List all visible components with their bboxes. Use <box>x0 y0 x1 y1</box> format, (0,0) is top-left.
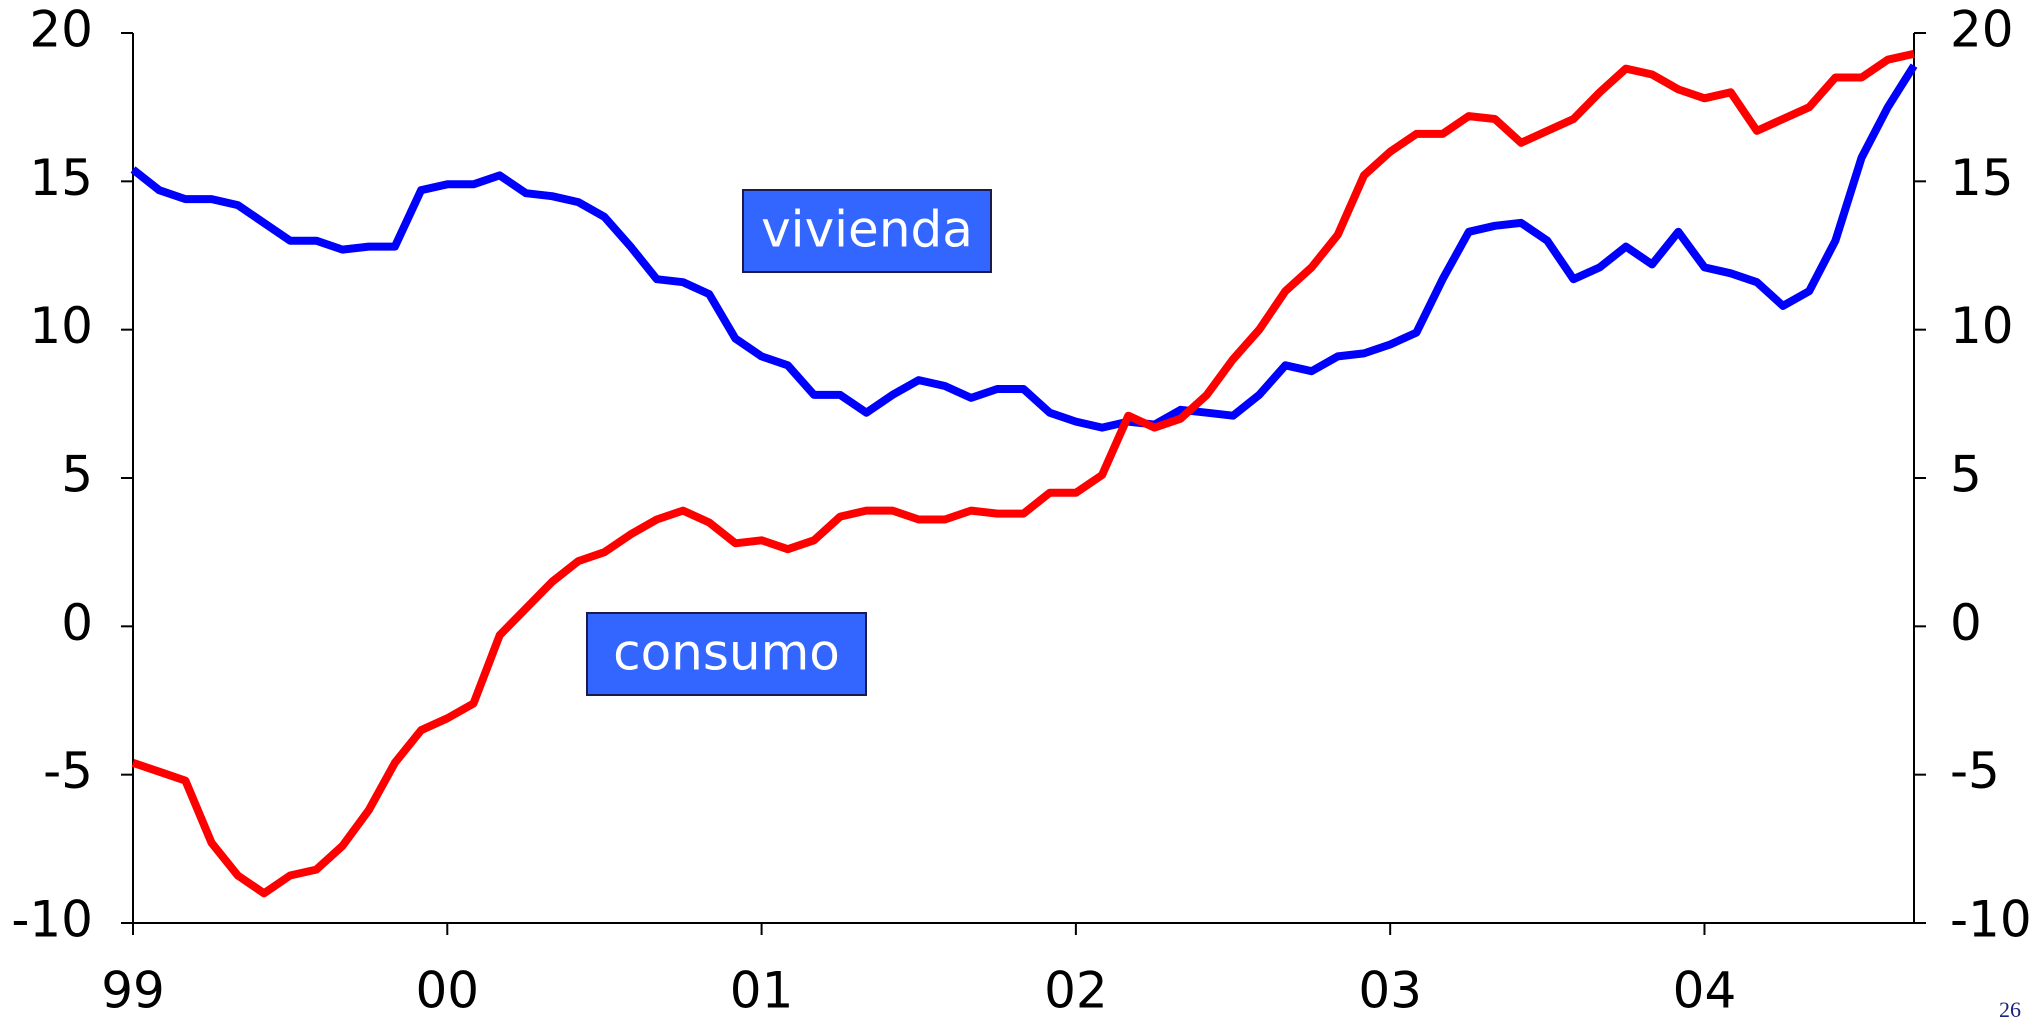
y2-tick-label: 15 <box>1950 149 2014 207</box>
series-label: vivienda <box>761 201 973 259</box>
x-tick-label: 01 <box>730 962 794 1020</box>
y2-tick-label: 20 <box>1950 1 2014 59</box>
y-tick-label: -5 <box>43 742 93 800</box>
series-label-box <box>586 612 867 696</box>
series-line <box>131 49 1915 898</box>
y-tick-label: 15 <box>29 149 93 207</box>
y-tick-label: 10 <box>29 297 93 355</box>
x-tick-label: 99 <box>101 962 165 1020</box>
x-tick-label: 02 <box>1044 962 1108 1020</box>
x-tick-label: 03 <box>1358 962 1422 1020</box>
y2-tick-label: 5 <box>1950 446 1982 504</box>
series-line <box>130 63 1918 432</box>
x-tick-label: 00 <box>415 962 479 1020</box>
page-number: 26 <box>1999 997 2021 1022</box>
x-tick-label: 04 <box>1673 962 1737 1020</box>
y-tick-label: 0 <box>61 594 93 652</box>
y-tick-label: 5 <box>61 446 93 504</box>
y2-tick-label: 10 <box>1950 297 2014 355</box>
series-label: consumo <box>613 624 840 682</box>
y2-tick-label: -5 <box>1950 742 2000 800</box>
y2-tick-label: 0 <box>1950 594 1982 652</box>
series-label-box <box>742 189 992 273</box>
y-tick-label: 20 <box>29 1 93 59</box>
y-tick-label: -10 <box>11 891 93 949</box>
y2-tick-label: -10 <box>1950 891 2032 949</box>
